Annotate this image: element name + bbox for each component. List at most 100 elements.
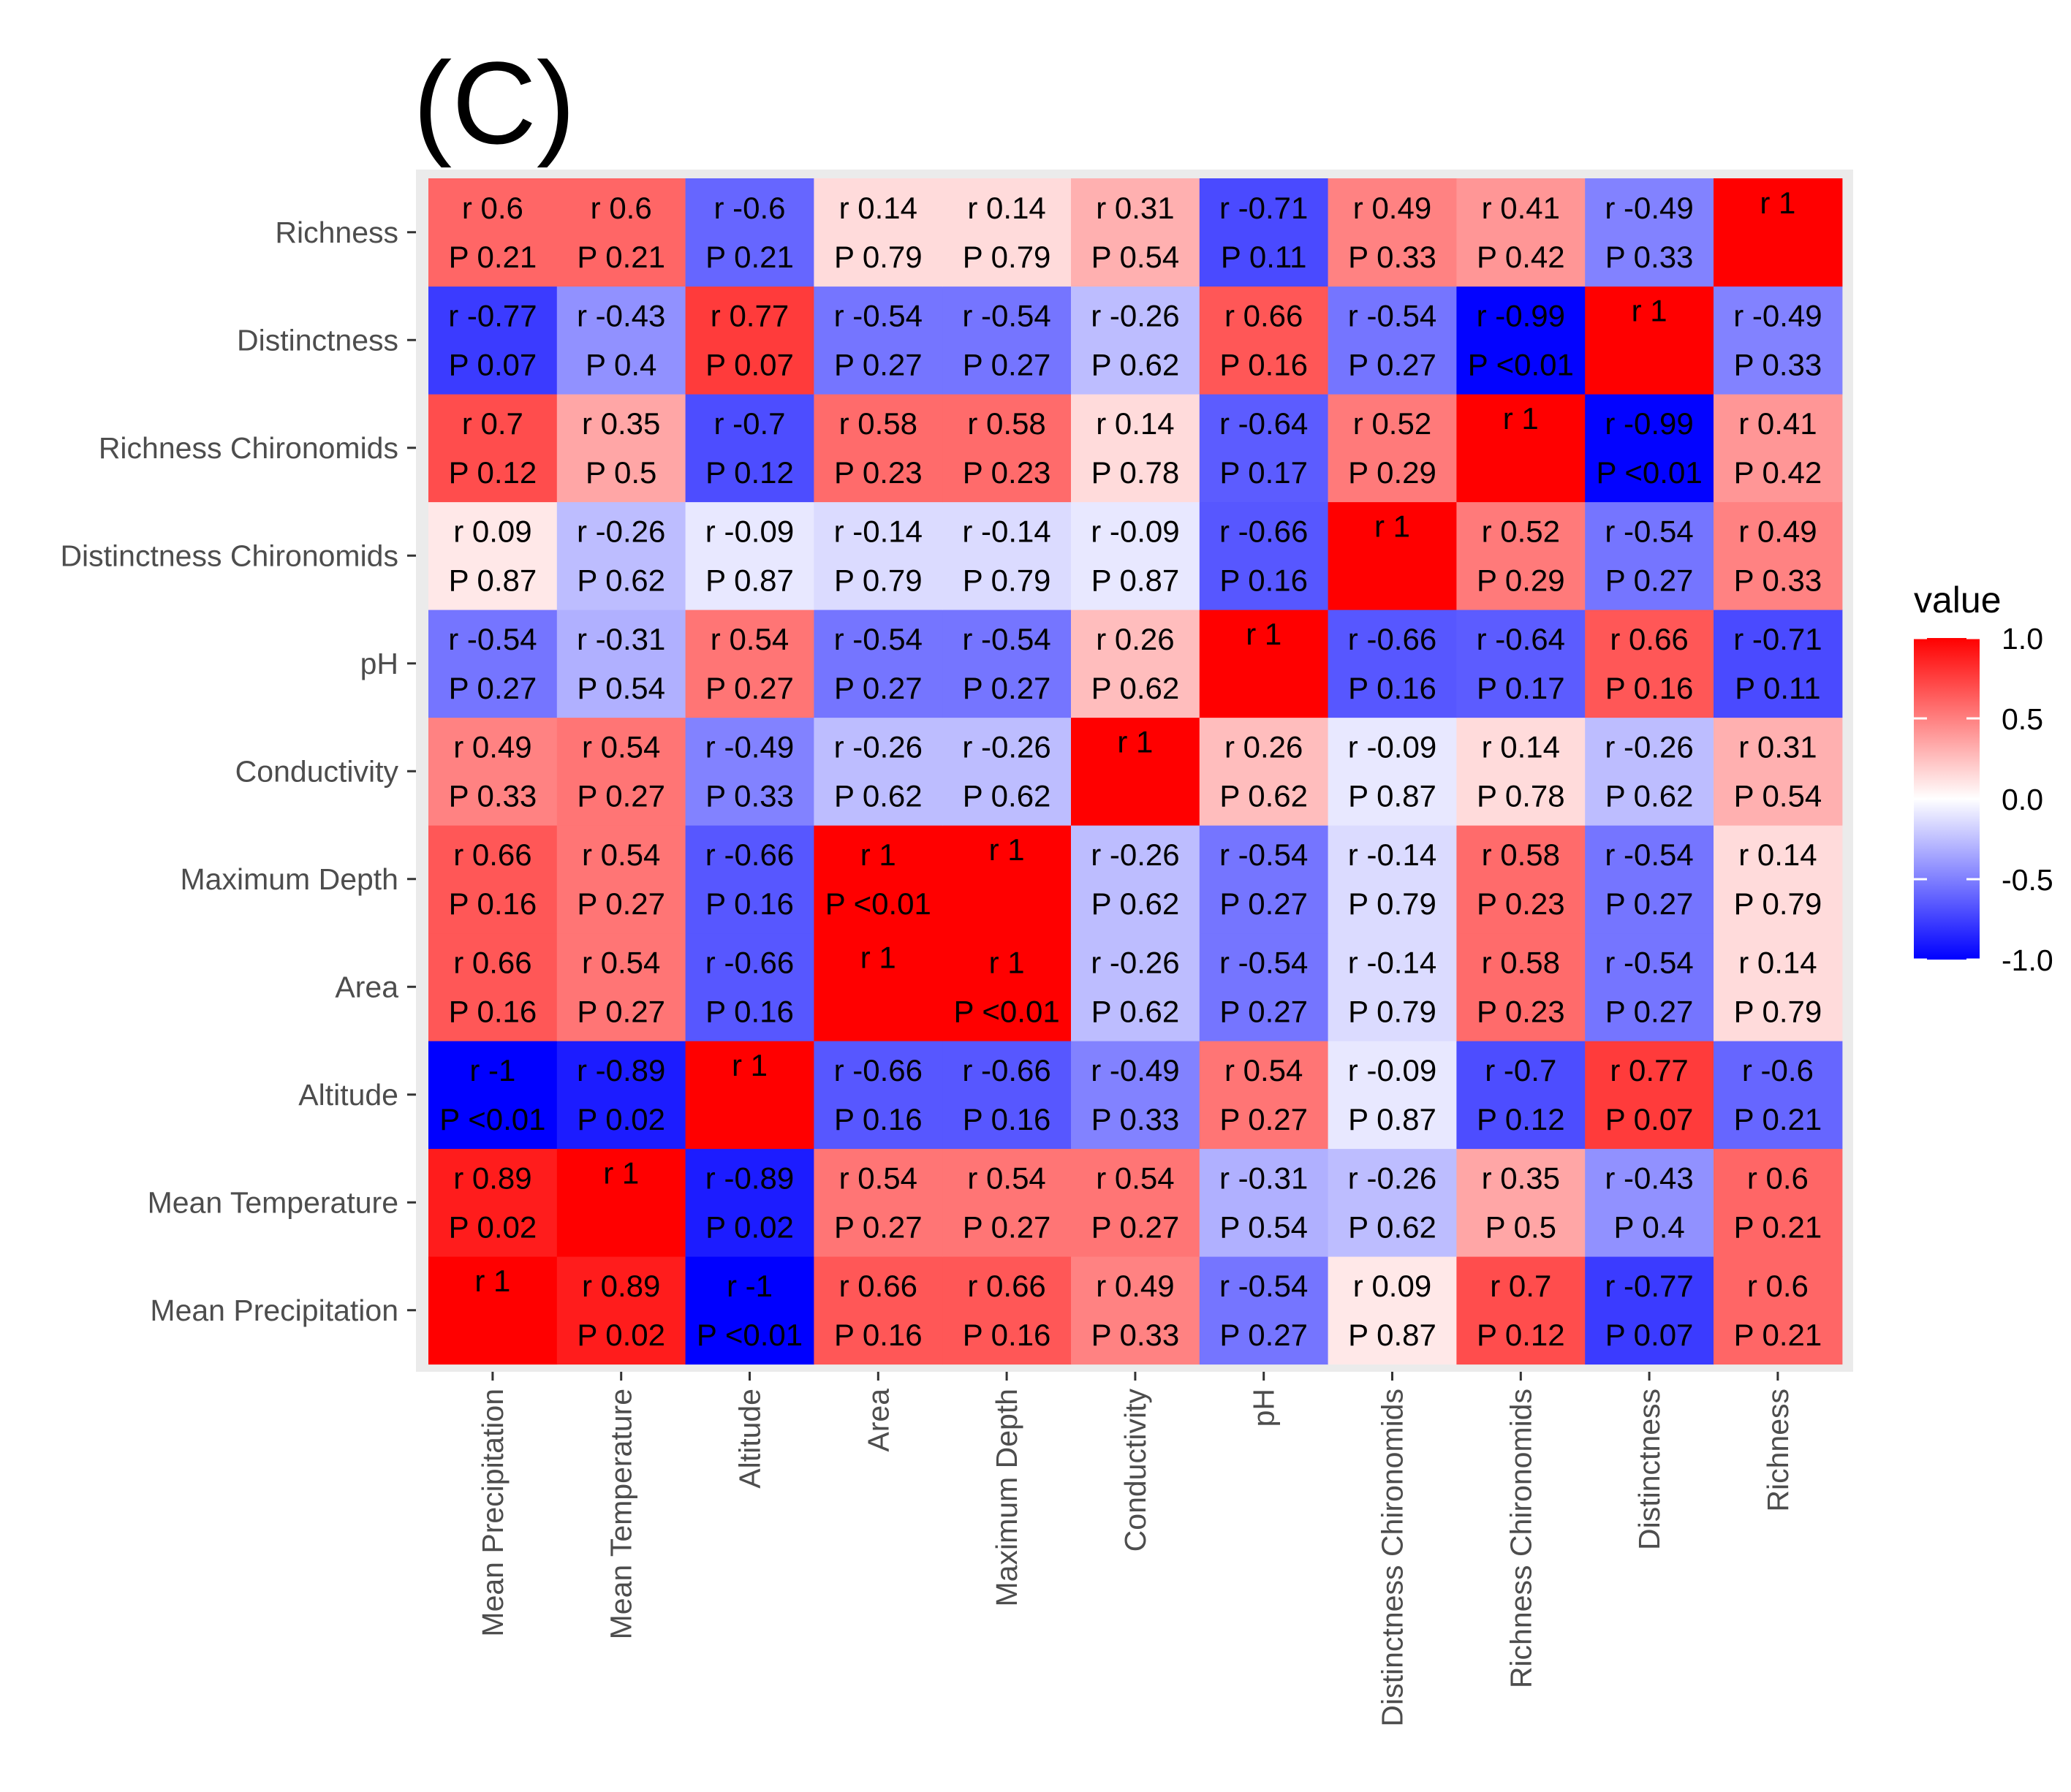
heatmap-cell [814, 717, 943, 826]
cell-label: r -0.54 [834, 622, 923, 656]
cell-label: r -0.09 [1091, 515, 1179, 549]
heatmap-cell [556, 1256, 686, 1365]
heatmap-cell [1585, 178, 1714, 287]
cell-label: r -0.99 [1605, 406, 1693, 441]
cell-label: P 0.17 [1477, 671, 1565, 705]
cell-label: P 0.87 [1348, 779, 1436, 813]
heatmap-cell [428, 1256, 558, 1365]
cell-label: r 1 [732, 1048, 768, 1082]
cell-label: r -0.6 [713, 191, 785, 225]
heatmap-cell [1714, 178, 1843, 287]
cell-label: P 0.02 [705, 1210, 794, 1245]
cell-label: P 0.23 [1477, 995, 1565, 1029]
cell-label: P 0.12 [705, 455, 794, 490]
x-tick-label: Area [861, 1389, 895, 1452]
heatmap-cell [1328, 825, 1457, 934]
cell-label: P 0.87 [1091, 563, 1180, 598]
x-tick-label: Richness [1761, 1389, 1795, 1512]
heatmap-cell [1071, 610, 1200, 718]
heatmap-cell [1328, 610, 1457, 718]
heatmap-cell [1199, 1148, 1329, 1257]
cell-label: r -0.99 [1477, 299, 1565, 333]
cell-label: P 0.27 [449, 671, 537, 705]
cell-label: r 0.54 [582, 838, 660, 872]
cell-label: P 0.33 [1605, 240, 1694, 274]
heatmap-cell [942, 178, 1072, 287]
cell-label: r -0.26 [1091, 838, 1179, 872]
heatmap-cell [556, 286, 686, 395]
heatmap-cell [1456, 1041, 1586, 1150]
heatmap-cell [428, 610, 558, 718]
heatmap-cell [556, 825, 686, 934]
color-legend: value 1.0 0.5 0.0 -0.5 -1.0 [1914, 580, 2053, 977]
heatmap-cell [1199, 933, 1329, 1041]
cell-label: r -0.54 [962, 622, 1050, 656]
cell-label: P 0.07 [1605, 1102, 1694, 1136]
heatmap-cell [685, 178, 814, 287]
heatmap-cell [556, 394, 686, 503]
cell-label: r -0.54 [1605, 838, 1693, 872]
y-tick-label: Conductivity [235, 754, 399, 788]
heatmap-cell [1328, 1256, 1457, 1365]
heatmap-cell [942, 286, 1072, 395]
x-tick-label: Richness Chironomids [1504, 1389, 1537, 1688]
heatmap-cell [814, 933, 943, 1041]
cell-label: r -0.14 [1348, 946, 1436, 980]
heatmap-cell [685, 825, 814, 934]
heatmap-cell [1585, 933, 1714, 1041]
cell-label: r -0.6 [1742, 1053, 1814, 1087]
cell-label: P 0.33 [1091, 1318, 1180, 1352]
heatmap-cell [1071, 178, 1200, 287]
cell-label: r -1 [727, 1269, 773, 1303]
heatmap-cell [428, 286, 558, 395]
cell-label: P 0.21 [1734, 1318, 1822, 1352]
y-tick-label: Richness Chironomids [99, 431, 398, 465]
heatmap-cell [1071, 1148, 1200, 1257]
cell-label: P 0.87 [449, 563, 537, 598]
cell-label: P 0.16 [705, 995, 794, 1029]
cell-label: P 0.27 [1219, 886, 1308, 921]
cell-label: P 0.27 [834, 348, 923, 382]
heatmap-cell [1456, 394, 1586, 503]
cell-label: r 1 [1760, 186, 1795, 220]
cell-label: P 0.27 [834, 1210, 923, 1245]
heatmap-cell [428, 178, 558, 287]
cell-label: P 0.33 [1348, 240, 1436, 274]
cell-label: P 0.42 [1477, 240, 1565, 274]
heatmap-cell [685, 717, 814, 826]
cell-label: P 0.27 [1605, 995, 1694, 1029]
heatmap-cell [942, 933, 1072, 1041]
heatmap-cell [1199, 1041, 1329, 1150]
heatmap-cell [1199, 286, 1329, 395]
cell-label: P 0.27 [1605, 886, 1694, 921]
cell-label: P 0.79 [963, 563, 1051, 598]
cell-label: r 0.09 [1353, 1269, 1431, 1303]
cell-label: r 0.66 [839, 1269, 917, 1303]
cell-label: r -0.26 [577, 515, 665, 549]
cell-label: r 0.31 [1096, 191, 1174, 225]
heatmap-cells [428, 178, 1843, 1365]
cell-label: P 0.62 [1091, 995, 1180, 1029]
heatmap-cell [1585, 501, 1714, 610]
cell-label: P 0.11 [1221, 240, 1307, 274]
heatmap-cell [1328, 178, 1457, 287]
cell-label: r 0.66 [1224, 299, 1303, 333]
cell-label: r 0.14 [1738, 838, 1817, 872]
cell-label: P 0.87 [1348, 1102, 1436, 1136]
y-tick-label: Altitude [298, 1078, 398, 1112]
heatmap-cell [1456, 286, 1586, 395]
heatmap-cell [942, 610, 1072, 718]
cell-label: r 0.14 [1738, 946, 1817, 980]
cell-label: r -0.66 [705, 946, 794, 980]
heatmap-cell [1199, 1256, 1329, 1365]
x-tick-label: Distinctness [1632, 1389, 1666, 1550]
heatmap-cell [942, 1041, 1072, 1150]
legend-tick-label: -0.5 [2002, 863, 2053, 897]
cell-label: P 0.16 [963, 1102, 1051, 1136]
cell-label: P 0.33 [705, 779, 794, 813]
cell-label: P 0.4 [586, 348, 656, 382]
cell-label: r 0.35 [582, 406, 660, 441]
cell-label: r 1 [603, 1156, 639, 1191]
heatmap-cell [685, 1256, 814, 1365]
heatmap-cell [428, 933, 558, 1041]
